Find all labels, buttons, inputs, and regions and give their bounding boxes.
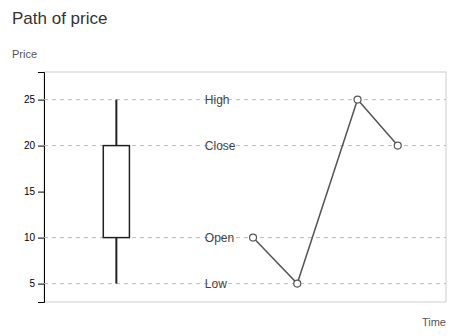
point — [394, 142, 401, 149]
tick-label: 10 — [24, 232, 36, 243]
tick: 20 — [24, 140, 44, 151]
y-axis-title: Price — [12, 48, 37, 60]
annotation: High — [205, 93, 230, 107]
plot-area: 5 10 15 20 25 High Close Open Low — [24, 72, 446, 303]
point — [294, 280, 301, 287]
tick-mark — [38, 146, 44, 147]
title: Path of price — [12, 9, 107, 28]
tick: 25 — [24, 94, 44, 105]
annotation: Close — [205, 139, 236, 153]
tick-label: 5 — [29, 278, 35, 289]
tick-mark — [38, 100, 44, 101]
point — [250, 234, 257, 241]
marks — [44, 96, 446, 287]
annotation: Low — [205, 277, 227, 291]
x-axis-title: Time — [422, 316, 446, 328]
tick-mark — [38, 238, 44, 239]
tick-mark — [38, 284, 44, 285]
annotations: High Close Open Low — [205, 93, 236, 291]
plot-frame — [44, 72, 446, 302]
chart: Path of price Price Time 5 10 15 20 25 High Close… — [0, 0, 474, 336]
tick-label: 15 — [24, 186, 36, 197]
y-axis: 5 10 15 20 25 — [24, 73, 45, 303]
point — [354, 96, 361, 103]
tick-mark — [38, 192, 44, 193]
tick-label: 20 — [24, 140, 36, 151]
tick-label: 25 — [24, 94, 36, 105]
annotation: Open — [205, 231, 234, 245]
tick: 10 — [24, 232, 44, 243]
tick: 5 — [29, 278, 44, 289]
candle-body — [103, 146, 129, 238]
tick: 15 — [24, 186, 44, 197]
line — [253, 100, 398, 284]
reference-line — [44, 283, 446, 284]
axis-line — [38, 73, 45, 303]
reference-line — [44, 99, 446, 100]
